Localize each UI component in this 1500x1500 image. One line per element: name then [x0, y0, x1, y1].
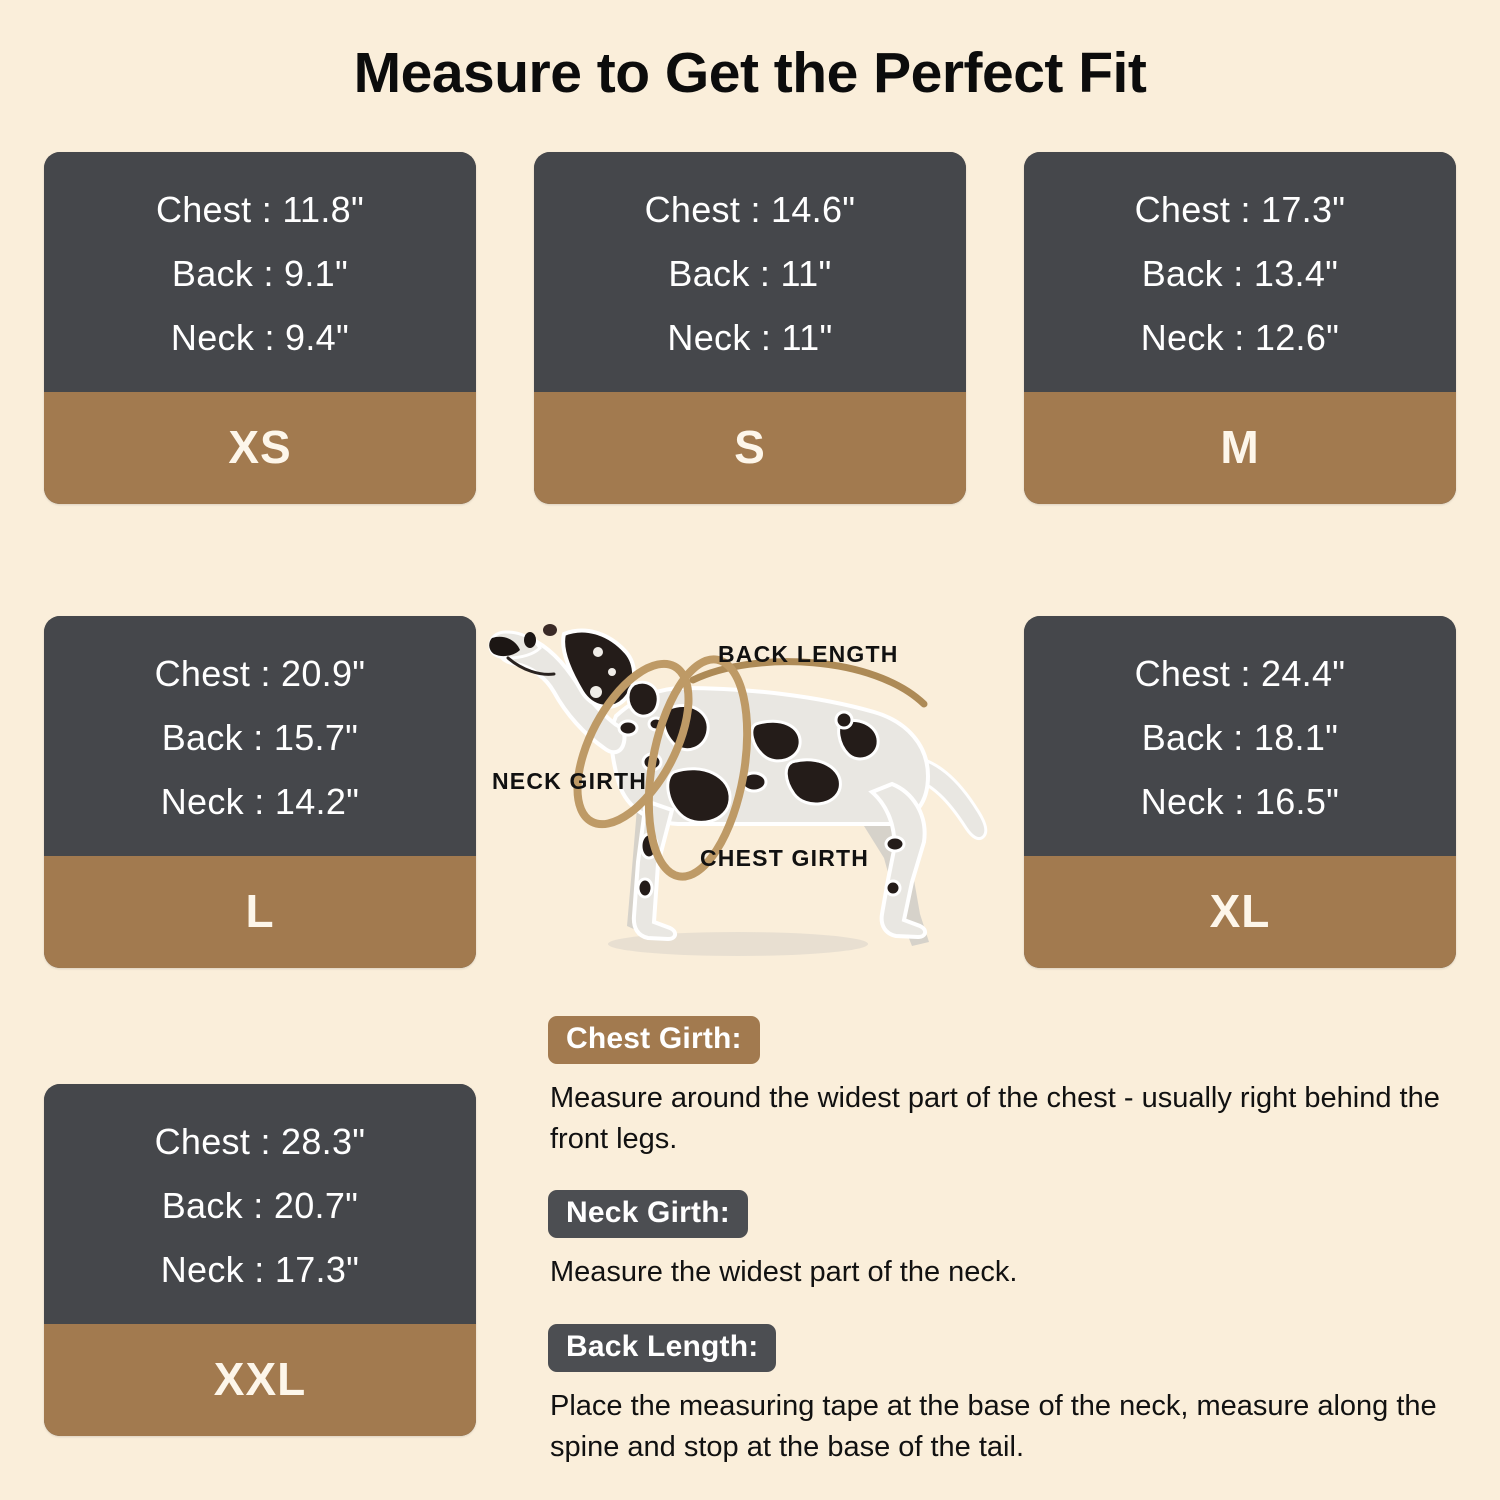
size-card-s[interactable]: Chest : 14.6" Back : 11" Neck : 11" S [534, 152, 966, 504]
back-measurement: Back : 18.1" [1141, 717, 1339, 758]
instruction-text-back-length: Place the measuring tape at the base of … [550, 1389, 1437, 1463]
neck-measurement: Neck : 17.3" [160, 1249, 360, 1290]
chest-measurement: Chest : 28.3" [154, 1121, 366, 1162]
back-measurement: Back : 15.7" [161, 717, 359, 758]
diagram-label-chest-girth: CHEST GIRTH [700, 845, 870, 871]
page-title: Measure to Get the Perfect Fit [353, 41, 1147, 105]
neck-measurement: Neck : 9.4" [170, 317, 350, 358]
size-label: XL [1024, 856, 1456, 968]
size-label: XXL [44, 1324, 476, 1436]
neck-measurement: Neck : 11" [667, 317, 833, 358]
size-label: XS [44, 392, 476, 504]
size-card-measurements: Chest : 28.3" Back : 20.7" Neck : 17.3" [44, 1084, 476, 1324]
neck-measurement: Neck : 14.2" [160, 781, 360, 822]
instruction-text-neck-girth: Measure the widest part of the neck. [550, 1256, 1018, 1289]
back-measurement: Back : 13.4" [1141, 253, 1339, 294]
back-measurement: Back : 9.1" [171, 253, 349, 294]
badge-neck-girth: Neck Girth: [548, 1190, 748, 1239]
instruction-chest-girth: Chest Girth: Measure around the widest p… [548, 1016, 1458, 1160]
neck-measurement: Neck : 12.6" [1140, 317, 1340, 358]
chest-measurement: Chest : 11.8" [155, 189, 365, 230]
back-measurement: Back : 20.7" [161, 1185, 359, 1226]
size-label: M [1024, 392, 1456, 504]
size-label: L [44, 856, 476, 968]
size-card-l[interactable]: Chest : 20.9" Back : 15.7" Neck : 14.2" … [44, 616, 476, 968]
chest-measurement: Chest : 14.6" [644, 189, 856, 230]
size-card-measurements: Chest : 20.9" Back : 15.7" Neck : 14.2" [44, 616, 476, 856]
chest-measurement: Chest : 20.9" [154, 653, 366, 694]
neck-measurement: Neck : 16.5" [1140, 781, 1340, 822]
chest-measurement: Chest : 17.3" [1134, 189, 1346, 230]
measuring-instructions: Chest Girth: Measure around the widest p… [548, 1016, 1458, 1468]
size-card-measurements: Chest : 14.6" Back : 11" Neck : 11" [534, 152, 966, 392]
size-card-xxl[interactable]: Chest : 28.3" Back : 20.7" Neck : 17.3" … [44, 1084, 476, 1436]
diagram-label-neck-girth: NECK GIRTH [492, 768, 648, 794]
instruction-text-chest-girth: Measure around the widest part of the ch… [550, 1082, 1440, 1156]
instruction-back-length: Back Length: Place the measuring tape at… [548, 1323, 1458, 1468]
size-card-measurements: Chest : 24.4" Back : 18.1" Neck : 16.5" [1024, 616, 1456, 856]
dog-measurement-diagram [488, 596, 1018, 996]
size-card-measurements: Chest : 11.8" Back : 9.1" Neck : 9.4" [44, 152, 476, 392]
size-label: S [534, 392, 966, 504]
dalmatian-dog-icon [488, 624, 988, 956]
diagram-label-back-length: BACK LENGTH [718, 641, 899, 667]
size-card-xl[interactable]: Chest : 24.4" Back : 18.1" Neck : 16.5" … [1024, 616, 1456, 968]
chest-measurement: Chest : 24.4" [1134, 653, 1346, 694]
instruction-neck-girth: Neck Girth: Measure the widest part of t… [548, 1190, 1458, 1293]
size-card-m[interactable]: Chest : 17.3" Back : 13.4" Neck : 12.6" … [1024, 152, 1456, 504]
size-card-measurements: Chest : 17.3" Back : 13.4" Neck : 12.6" [1024, 152, 1456, 392]
back-measurement: Back : 11" [668, 253, 832, 294]
badge-back-length: Back Length: [548, 1323, 777, 1372]
badge-chest-girth: Chest Girth: [548, 1016, 760, 1064]
size-card-xs[interactable]: Chest : 11.8" Back : 9.1" Neck : 9.4" XS [44, 152, 476, 504]
